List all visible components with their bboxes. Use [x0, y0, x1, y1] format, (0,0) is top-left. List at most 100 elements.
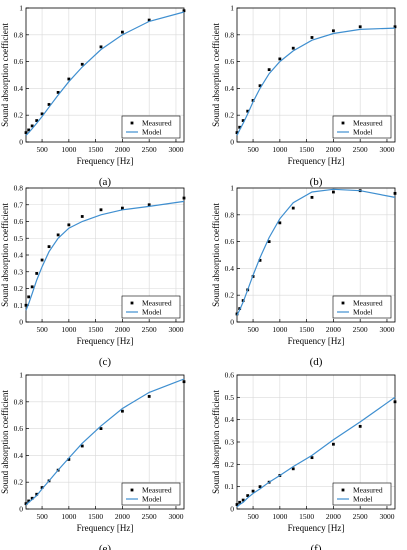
x-tick-label: 500: [247, 512, 259, 521]
measured-data-point: [267, 68, 271, 72]
legend-entry-label: Model: [142, 308, 162, 317]
measured-data-point: [67, 77, 71, 81]
y-tick-label: 0: [230, 138, 234, 147]
measured-data-point: [291, 467, 295, 471]
measured-data-point: [56, 233, 60, 237]
measured-data-point: [147, 395, 151, 398]
legend-measured-swatch: [341, 488, 345, 492]
y-axis-label: Sound absorption coefficient: [211, 390, 221, 494]
measured-data-point: [67, 223, 71, 227]
measured-data-point: [40, 258, 44, 262]
y-tick-label: 0.8: [225, 210, 235, 219]
plot-frame: [236, 187, 396, 323]
x-axis-label: Frequency [Hz]: [288, 336, 345, 346]
panel-label: (c): [99, 356, 112, 368]
x-tick-label: 1500: [299, 145, 314, 154]
x-tick-label: 500: [247, 145, 259, 154]
legend-entry-label: Measured: [353, 119, 383, 128]
y-tick-label: 0: [19, 505, 23, 514]
measured-data-point: [80, 215, 84, 218]
measured-data-point: [182, 9, 186, 13]
chart-panel-b: 500 1000 1500 2000 2500 3000 0 0.2 0.4 0.6 0.8 1 Fre…: [211, 4, 397, 188]
y-tick-label: 0.4: [14, 451, 24, 460]
measured-data-point: [278, 221, 282, 225]
y-tick-label: 1: [19, 4, 23, 13]
measured-data-point: [241, 498, 245, 502]
x-tick-label: 2000: [326, 512, 341, 521]
y-tick-label: 0.2: [14, 111, 24, 120]
measured-data-point: [291, 46, 295, 50]
legend-entry-label: Measured: [353, 299, 383, 308]
x-tick-label: 2500: [353, 325, 368, 334]
x-tick-label: 1000: [272, 145, 287, 154]
x-axis-label: Frequency [Hz]: [77, 336, 134, 346]
legend-entry-label: Model: [142, 128, 162, 137]
measured-data-point: [238, 500, 242, 504]
y-tick-label: 0.4: [225, 264, 235, 273]
measured-data-point: [393, 191, 397, 195]
x-tick-label: 1000: [61, 325, 76, 334]
x-tick-label: 2000: [326, 145, 341, 154]
measured-data-point: [258, 485, 262, 489]
y-tick-label: 0: [19, 318, 23, 327]
measured-data-point: [147, 18, 151, 22]
model-series-line: [25, 378, 185, 506]
x-tick-label: 1500: [299, 325, 314, 334]
legend-measured-swatch: [130, 488, 134, 492]
x-axis-label: Frequency [Hz]: [77, 156, 134, 166]
measured-data-point: [24, 502, 28, 506]
y-tick-label: 0.8: [14, 397, 24, 406]
y-tick-label: 0.5: [225, 393, 235, 402]
measured-data-point: [358, 25, 362, 29]
measured-data-point: [235, 503, 239, 506]
x-tick-label: 1500: [88, 512, 103, 521]
chart-panel-f: 500 1000 1500 2000 2500 3000 0 0.1 0.2 0.3 0.4 0.5 0…: [211, 371, 397, 550]
measured-data-point: [30, 496, 34, 500]
plot-frame: [25, 7, 185, 143]
x-tick-label: 1000: [61, 145, 76, 154]
legend-measured-swatch: [130, 301, 134, 305]
x-tick-label: 2000: [115, 512, 130, 521]
y-tick-label: 0.4: [14, 251, 24, 260]
panel-label: (e): [99, 543, 112, 550]
measured-data-point: [80, 444, 84, 448]
x-tick-label: 3000: [379, 325, 394, 334]
measured-data-point: [24, 131, 28, 135]
y-tick-label: 0.6: [225, 237, 235, 246]
y-tick-label: 0: [19, 138, 23, 147]
measured-data-point: [251, 489, 255, 493]
y-tick-label: 0.6: [14, 57, 24, 66]
x-tick-label: 2500: [142, 325, 157, 334]
legend-measured-swatch: [341, 301, 345, 305]
measured-data-point: [246, 494, 250, 497]
measured-data-point: [278, 57, 282, 61]
model-series-line: [25, 11, 185, 136]
plot-frame: [236, 7, 396, 143]
y-tick-label: 0.2: [225, 460, 235, 469]
y-axis-label: Sound absorption coefficient: [211, 23, 221, 127]
measured-data-point: [35, 272, 39, 275]
chart-panel-e: 500 1000 1500 2000 2500 3000 0 0.2 0.4 0.6 0.8 1 Fre…: [0, 371, 186, 550]
x-tick-label: 3000: [168, 512, 183, 521]
x-tick-label: 1000: [61, 512, 76, 521]
y-tick-label: 0.2: [225, 291, 235, 300]
measured-data-point: [238, 125, 242, 129]
panel-label: (a): [99, 176, 112, 188]
x-tick-label: 3000: [168, 145, 183, 154]
y-tick-label: 0: [230, 318, 234, 327]
measured-data-point: [40, 486, 44, 489]
legend-measured-swatch: [341, 121, 345, 125]
y-tick-label: 1: [230, 4, 234, 13]
y-tick-label: 0.1: [225, 482, 235, 491]
model-series-line: [236, 396, 396, 508]
panel-label: (f): [311, 543, 322, 550]
y-tick-label: 0: [230, 505, 234, 514]
y-axis-label: Sound absorption coefficient: [211, 203, 221, 307]
measured-data-point: [121, 206, 124, 210]
legend-measured-swatch: [130, 121, 134, 125]
measured-data-point: [267, 240, 271, 243]
measured-data-point: [99, 45, 103, 49]
measured-data-point: [358, 424, 362, 428]
